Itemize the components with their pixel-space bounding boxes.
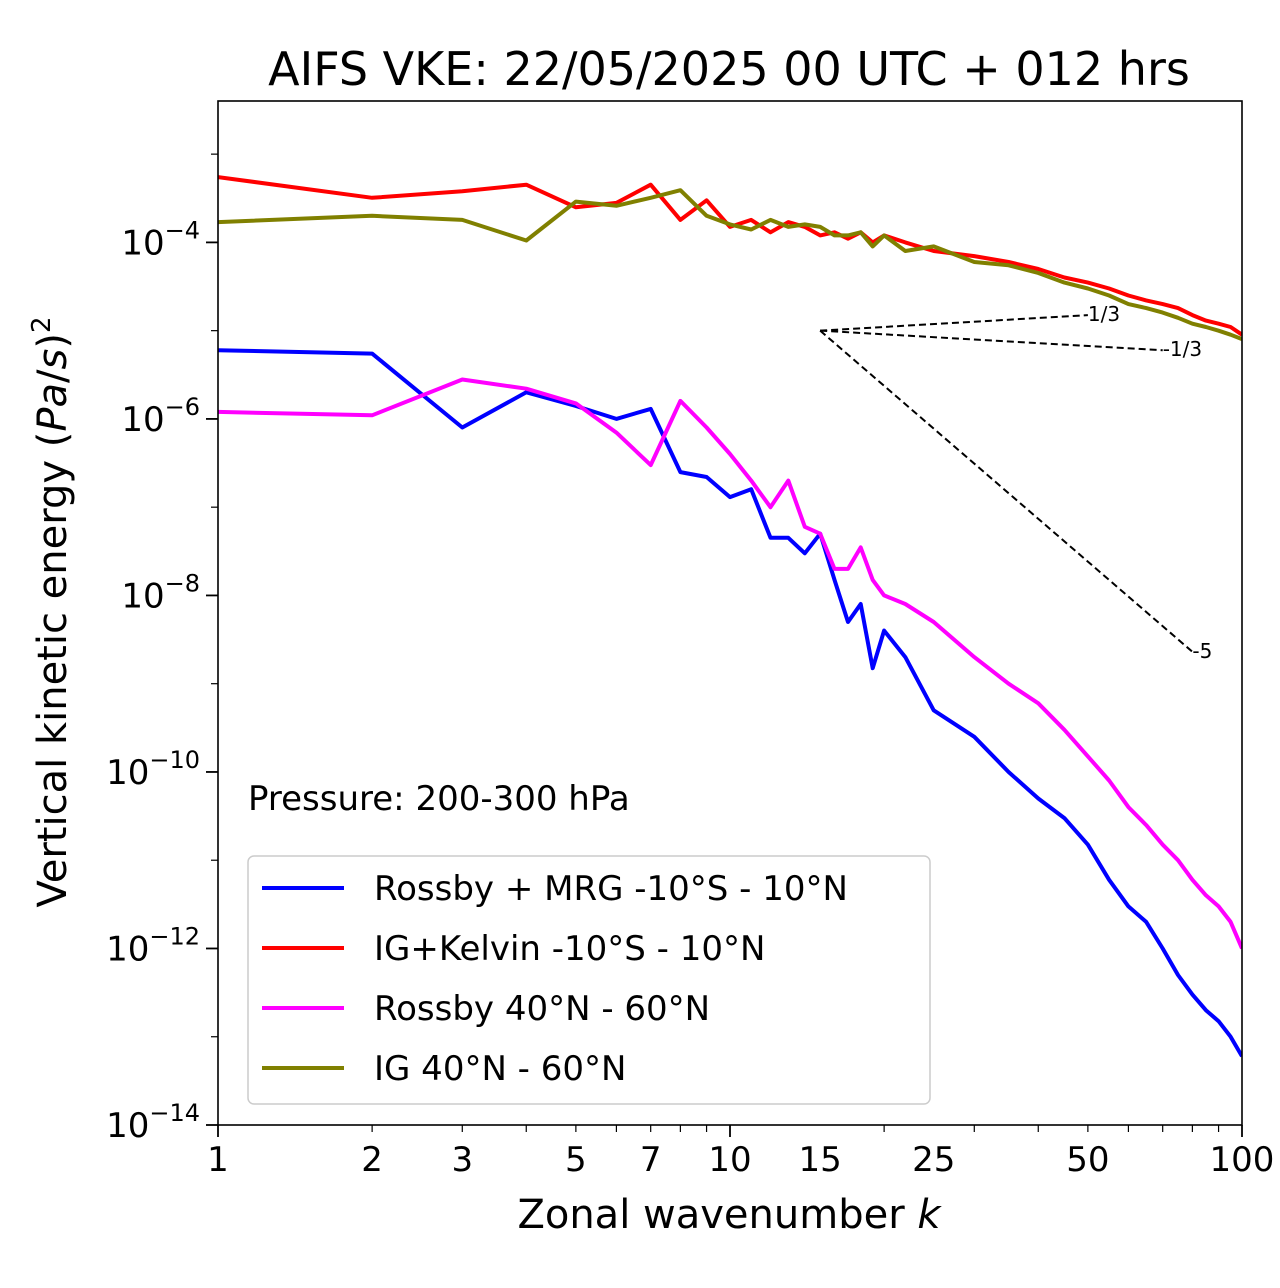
reference-line-1 [820,314,1088,332]
series-line-1 [218,348,1242,1058]
x-axis-ticks: 1 2 3 5 7 10 15 25 50 100 [207,1125,1274,1180]
reference-line-label-2: -1/3 [1163,337,1202,361]
data-series [218,175,1242,1058]
y-tick-label: 10−6 [121,393,200,440]
y-axis-label-exponent: 2 [27,316,57,333]
series-line-2 [218,175,1242,337]
pressure-annotation: Pressure: 200-300 hPa [248,779,630,819]
y-axis-label-text: Vertical kinetic energy ( [30,432,76,908]
reference-line-label-3: -5 [1192,639,1212,663]
x-tick-label: 15 [799,1140,842,1180]
y-tick-label: 10−4 [121,216,200,263]
x-tick-label: 50 [1066,1140,1109,1180]
reference-lines [819,314,1194,653]
x-axis-label-symbol: k [917,1192,942,1238]
x-tick-label: 7 [640,1140,662,1180]
series-line-3 [218,377,1242,950]
x-tick-label: 1 [207,1140,229,1180]
chart-title: AIFS VKE: 22/05/2025 00 UTC + 012 hrs [268,42,1190,96]
x-axis-label: Zonal wavenumber k [517,1192,942,1238]
legend-box [247,855,931,1105]
legend-label-2: IG+Kelvin -10°S - 10°N [374,929,765,969]
x-axis-label-text: Zonal wavenumber [517,1192,917,1238]
y-tick-label: 10−8 [121,569,200,616]
legend-label-3: Rossby 40°N - 60°N [374,989,710,1029]
y-axis-ticks: 10−14 10−12 10−10 10−8 10−6 10−4 [106,153,218,1146]
x-tick-label: 100 [1210,1140,1275,1180]
reference-line-labels: 1/3 -1/3 -5 [1088,302,1212,663]
y-tick-label: 10−12 [106,922,200,969]
y-axis-label-unit: Pa [30,383,76,432]
x-tick-label: 3 [451,1140,473,1180]
y-tick-label: 10−14 [106,1099,200,1146]
reference-line-2 [820,329,1163,352]
y-axis-label: Vertical kinetic energy (Pa/s)2 [27,316,76,907]
legend-label-1: Rossby + MRG -10°S - 10°N [374,869,848,909]
reference-line-3 [819,329,1194,653]
y-tick-label: 10−10 [106,746,200,793]
x-tick-label: 5 [565,1140,587,1180]
y-axis-label-close: ) [30,333,76,349]
x-tick-label: 25 [912,1140,955,1180]
y-axis-label-unit-s: s [30,349,76,370]
y-axis-label-slash: / [30,369,76,383]
x-tick-label: 2 [361,1140,383,1180]
x-tick-label: 10 [708,1140,751,1180]
legend: Rossby + MRG -10°S - 10°N IG+Kelvin -10°S… [247,855,931,1105]
reference-line-label-1: 1/3 [1088,302,1120,326]
legend-label-4: IG 40°N - 60°N [374,1049,626,1089]
series-line-4 [218,188,1242,342]
